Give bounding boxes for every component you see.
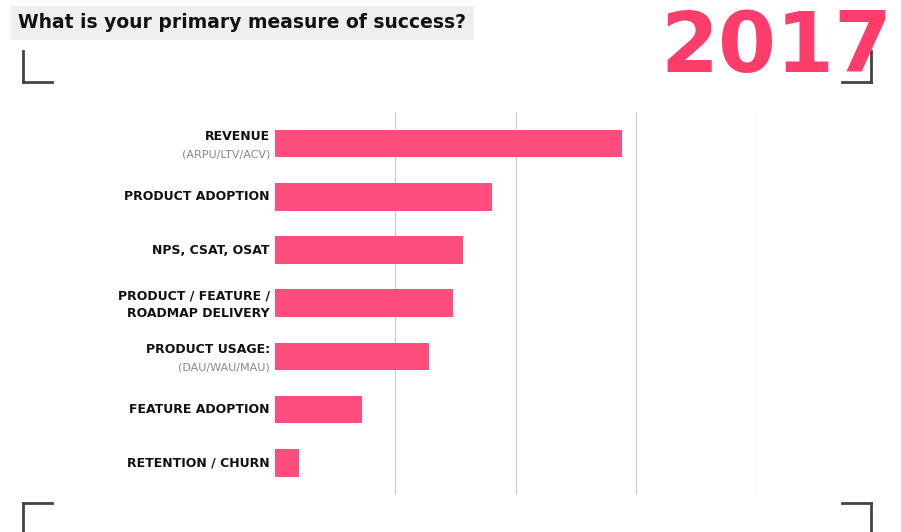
Text: (ARPU/LTV/ACV): (ARPU/LTV/ACV) <box>182 149 270 159</box>
Bar <box>275 289 453 317</box>
Text: What is your primary measure of success?: What is your primary measure of success? <box>18 13 466 32</box>
Text: PRODUCT USAGE:: PRODUCT USAGE: <box>146 343 270 356</box>
Bar <box>275 449 299 477</box>
Bar <box>275 343 429 370</box>
Text: 2017: 2017 <box>660 8 892 89</box>
Bar <box>275 236 463 264</box>
Text: RETENTION / CHURN: RETENTION / CHURN <box>127 456 270 469</box>
Text: (DAU/WAU/MAU): (DAU/WAU/MAU) <box>178 362 270 372</box>
Bar <box>275 396 361 423</box>
Bar <box>275 130 622 157</box>
Bar <box>275 183 492 211</box>
Text: REVENUE: REVENUE <box>205 130 270 143</box>
Text: NPS, CSAT, OSAT: NPS, CSAT, OSAT <box>152 244 270 256</box>
Text: PRODUCT ADOPTION: PRODUCT ADOPTION <box>124 190 270 203</box>
Text: ROADMAP DELIVERY: ROADMAP DELIVERY <box>127 307 270 320</box>
Text: FEATURE ADOPTION: FEATURE ADOPTION <box>130 403 270 416</box>
Text: PRODUCT / FEATURE /: PRODUCT / FEATURE / <box>118 290 270 303</box>
